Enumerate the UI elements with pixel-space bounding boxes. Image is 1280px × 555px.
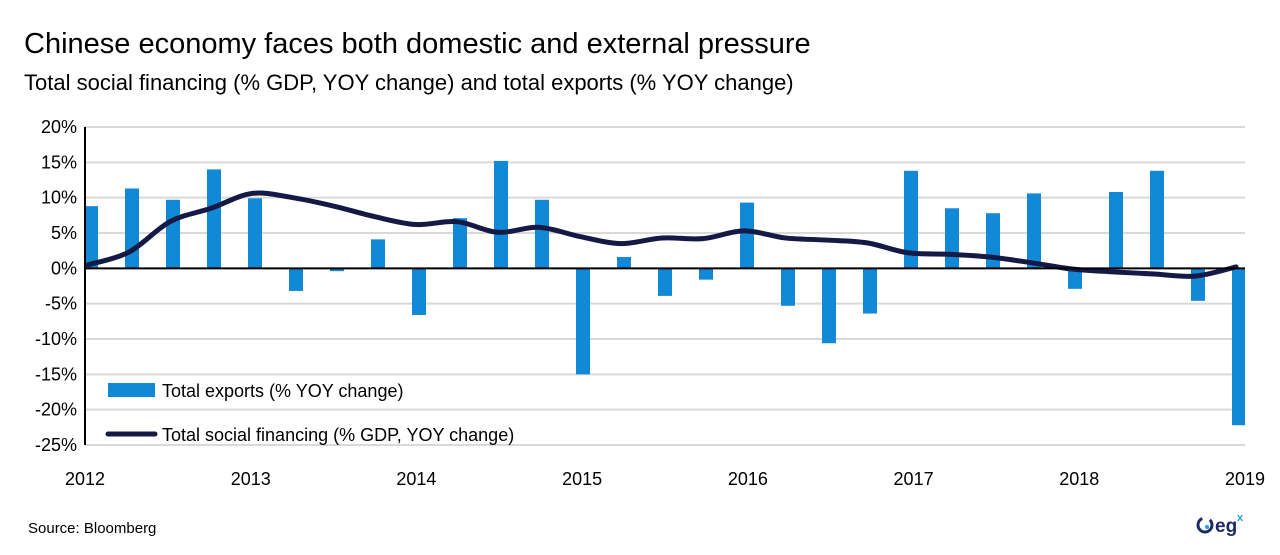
bar-exports bbox=[166, 199, 180, 269]
bar-exports bbox=[1027, 193, 1041, 269]
egx-logo: eg x bbox=[1196, 512, 1244, 537]
x-tick-label: 2013 bbox=[231, 469, 271, 489]
bar-exports bbox=[412, 268, 426, 315]
bar-exports bbox=[740, 202, 754, 269]
bar-exports bbox=[1109, 192, 1123, 269]
svg-text:eg: eg bbox=[1215, 516, 1237, 537]
legend-label-exports: Total exports (% YOY change) bbox=[162, 381, 403, 401]
bar-exports bbox=[330, 268, 344, 272]
x-tick-label: 2019 bbox=[1225, 469, 1265, 489]
x-tick-label: 2015 bbox=[562, 469, 602, 489]
y-tick-label: 15% bbox=[41, 152, 77, 172]
bar-exports bbox=[781, 268, 795, 306]
bar-exports bbox=[617, 257, 631, 269]
legend-swatch-exports bbox=[108, 383, 155, 397]
chart-title: Chinese economy faces both domestic and … bbox=[24, 28, 811, 60]
x-tick-label: 2014 bbox=[396, 469, 436, 489]
x-tick-label: 2018 bbox=[1059, 469, 1099, 489]
bar-exports bbox=[945, 208, 959, 269]
bar-exports bbox=[863, 268, 877, 314]
bar-exports bbox=[699, 268, 713, 280]
bar-exports bbox=[1232, 268, 1245, 426]
legend-label-financing: Total social financing (% GDP, YOY chang… bbox=[162, 425, 514, 445]
bar-exports bbox=[535, 199, 549, 269]
y-tick-label: -25% bbox=[35, 435, 77, 455]
y-tick-label: -20% bbox=[35, 400, 77, 420]
x-tick-label: 2016 bbox=[728, 469, 768, 489]
plot-area bbox=[85, 160, 1245, 426]
bar-exports bbox=[494, 160, 508, 269]
bar-exports bbox=[1150, 170, 1164, 269]
bar-exports bbox=[207, 169, 221, 269]
y-tick-label: -5% bbox=[45, 294, 77, 314]
bar-exports bbox=[1068, 268, 1082, 289]
y-tick-label: 5% bbox=[51, 223, 77, 243]
y-tick-label: -10% bbox=[35, 329, 77, 349]
bar-exports bbox=[85, 206, 98, 269]
svg-text:x: x bbox=[1237, 512, 1244, 524]
bar-exports bbox=[289, 268, 303, 291]
x-tick-label: 2012 bbox=[65, 469, 105, 489]
bar-exports bbox=[125, 188, 139, 269]
bar-exports bbox=[453, 218, 467, 269]
y-tick-label: -15% bbox=[35, 364, 77, 384]
bar-exports bbox=[248, 198, 262, 269]
bar-exports bbox=[371, 239, 385, 269]
bar-exports bbox=[904, 170, 918, 269]
y-tick-label: 20% bbox=[41, 117, 77, 137]
y-tick-label: 0% bbox=[51, 258, 77, 278]
source-note: Source: Bloomberg bbox=[28, 520, 157, 537]
bar-exports bbox=[822, 268, 836, 344]
x-tick-label: 2017 bbox=[894, 469, 934, 489]
bar-exports bbox=[576, 268, 590, 375]
chart-subtitle: Total social financing (% GDP, YOY chang… bbox=[24, 70, 794, 95]
y-tick-label: 10% bbox=[41, 188, 77, 208]
bar-exports bbox=[658, 268, 672, 296]
chart: 20% 15% 10% 5% 0% -5% -10% -15% -20% -25% 2012 2013… bbox=[35, 117, 1265, 489]
